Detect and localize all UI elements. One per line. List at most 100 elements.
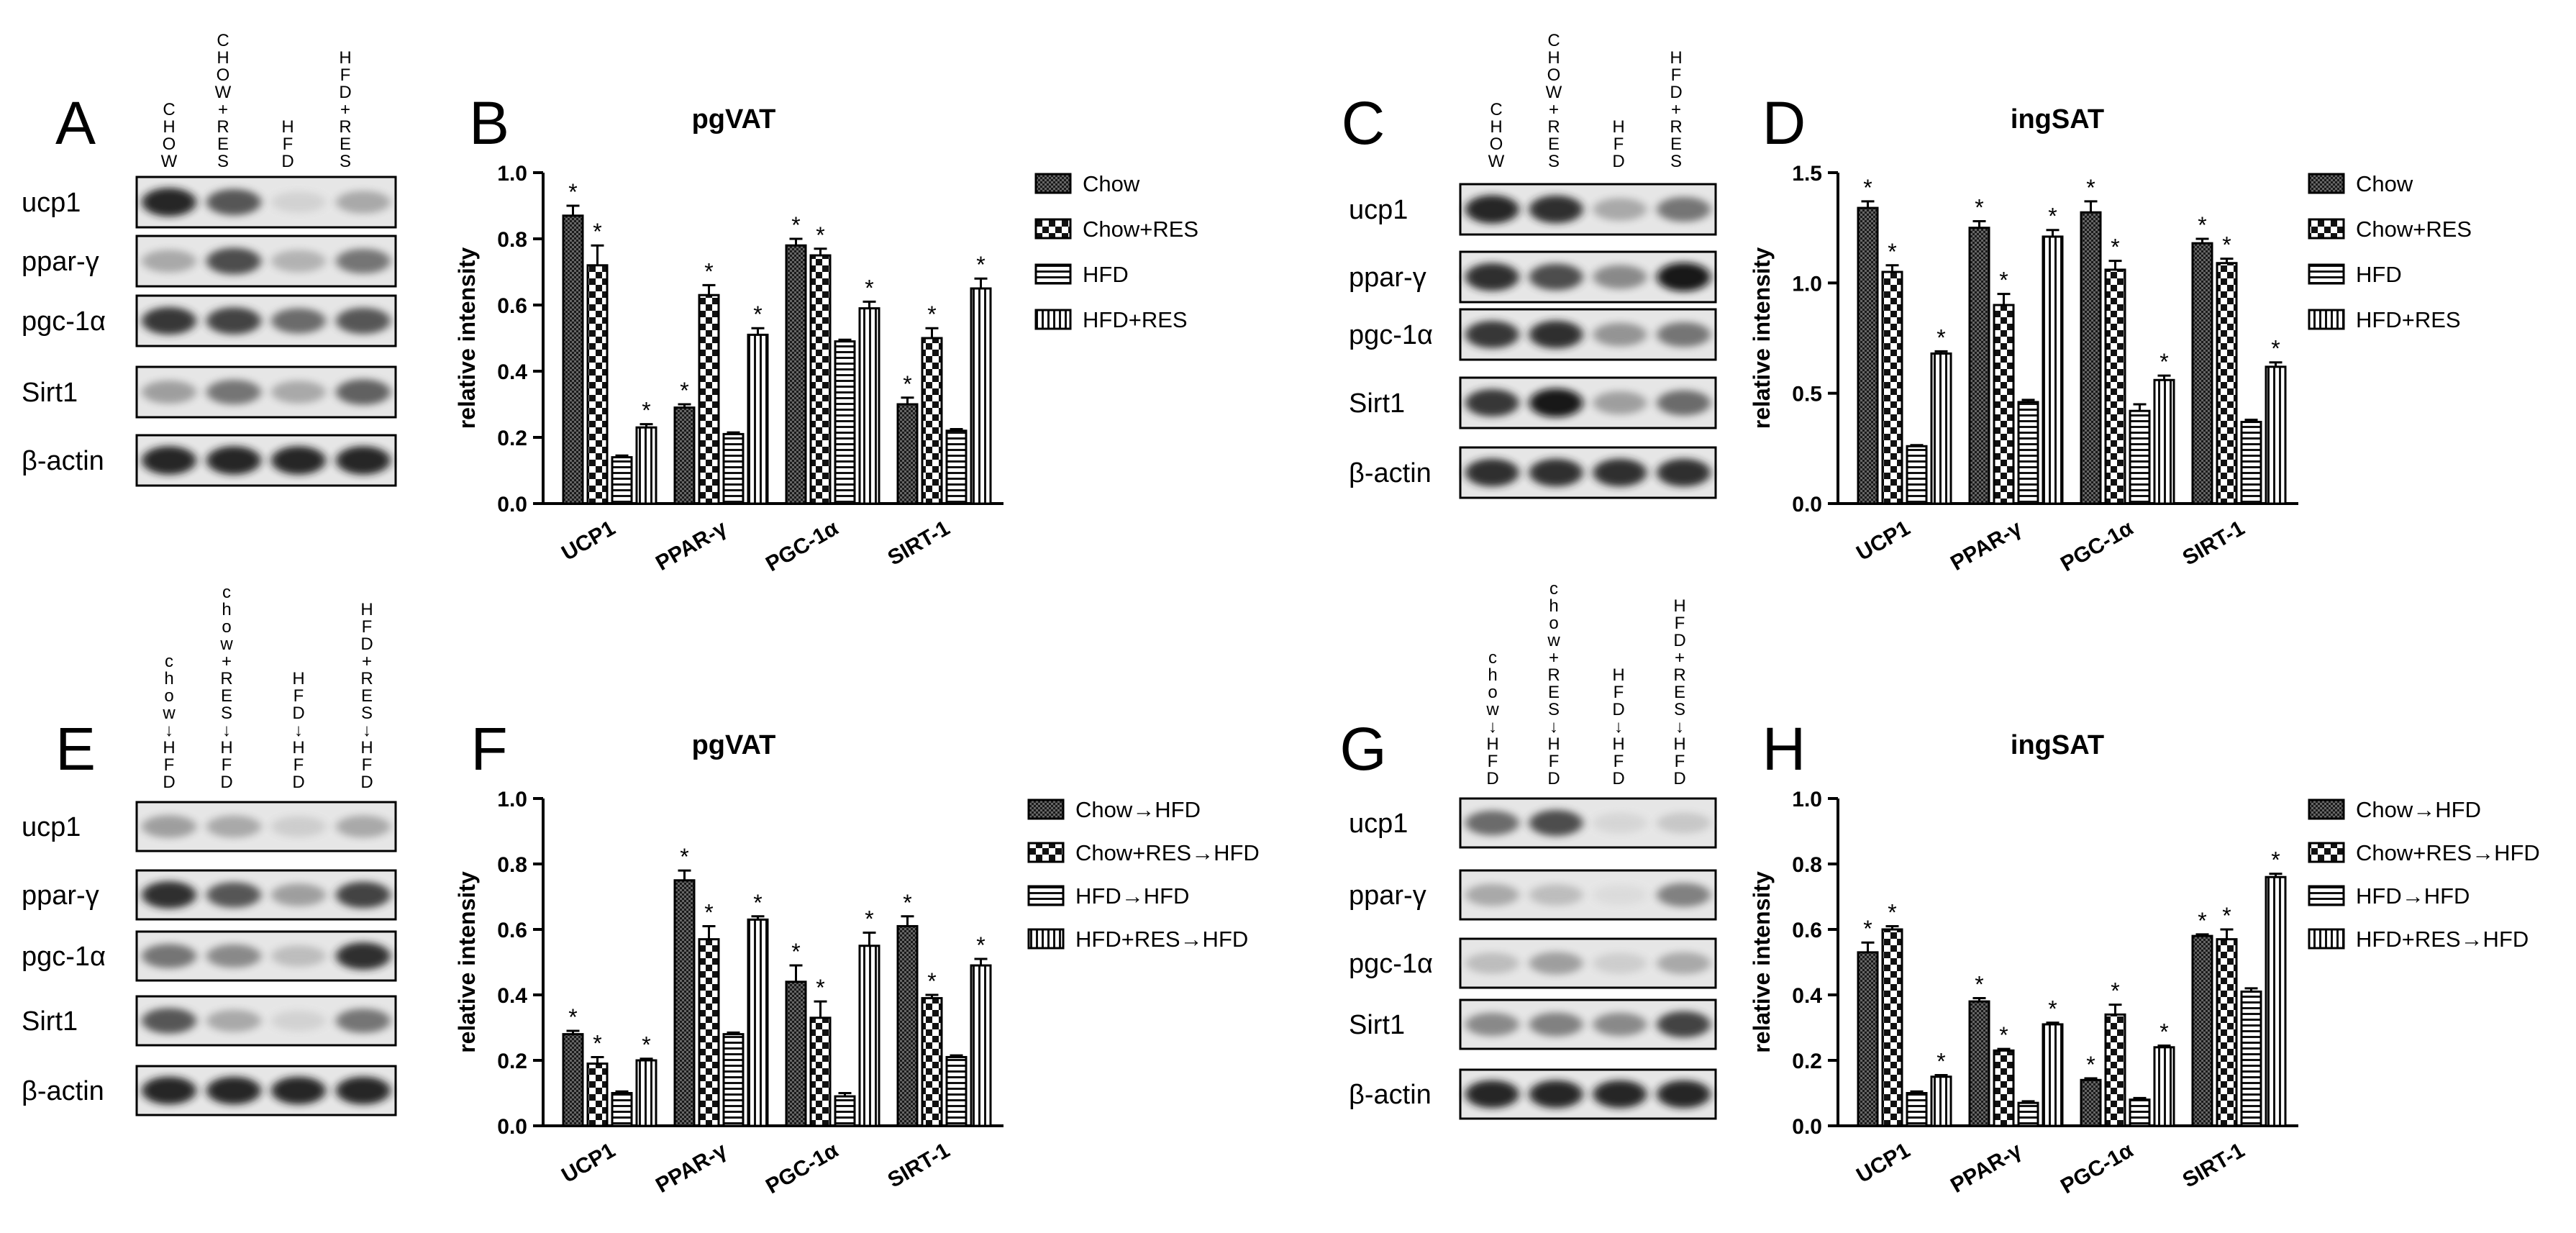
x-tick-label: UCP1: [1852, 516, 1914, 565]
blot-band: [1657, 458, 1711, 487]
blot-band: [1529, 884, 1583, 906]
lane-char: +: [340, 100, 350, 119]
legend-swatch: [2308, 309, 2345, 330]
significance-mark: *: [568, 1004, 577, 1030]
blot-row: pgc-1α: [22, 930, 397, 982]
lane-label: HFD↓HFD: [292, 669, 304, 792]
bar: [834, 340, 856, 505]
bar: [785, 244, 807, 505]
lane-char: w: [1485, 700, 1499, 719]
blot-band: [1593, 885, 1647, 905]
lane-char: o: [1549, 614, 1558, 633]
lane-char: D: [360, 773, 373, 792]
blot-row: β-actin: [1349, 446, 1717, 499]
lane-char: S: [1548, 152, 1560, 171]
bar: [2104, 268, 2126, 505]
legend-item: Chow+RES→HFD: [1027, 840, 1260, 865]
lane-char: +: [1549, 648, 1559, 668]
lane-char: ↓: [222, 721, 231, 740]
protein-label: β-actin: [1349, 458, 1432, 488]
significance-mark: *: [791, 212, 800, 238]
lane-char: D: [292, 773, 304, 792]
lane-char: F: [1614, 752, 1624, 771]
protein-label: pgc-1α: [22, 942, 106, 972]
bar: [945, 1055, 968, 1127]
x-tick-label: SIRT-1: [2179, 1138, 2249, 1192]
blot-band: [142, 250, 196, 273]
lane-label: HFD+RES: [339, 48, 351, 171]
bar: [858, 307, 880, 505]
bar: [2153, 1046, 2175, 1127]
blot-band: [206, 446, 261, 475]
blot-band: [1657, 263, 1711, 291]
bar: [722, 432, 745, 505]
blot-band: [1593, 458, 1647, 487]
lane-char: F: [1675, 614, 1685, 633]
panel-label: G: [1339, 715, 1386, 783]
blot-band: [1657, 812, 1711, 834]
blot-band: [1529, 1012, 1583, 1037]
bar: [673, 406, 696, 505]
significance-mark: *: [2222, 232, 2231, 258]
y-tick-label: 0.6: [1792, 919, 1822, 942]
blot-band: [336, 191, 391, 214]
lane-char: H: [1670, 48, 1682, 68]
legend-swatch: [2308, 842, 2345, 863]
lane-char: C: [217, 31, 229, 50]
legend-item: HFD+RES: [1034, 307, 1188, 332]
blot-band: [206, 944, 261, 968]
blot-band: [1593, 322, 1647, 347]
lane-char: E: [340, 135, 351, 154]
lane-char: H: [163, 117, 175, 137]
lane-char: S: [361, 704, 373, 723]
blot-band: [271, 191, 326, 213]
significance-mark: *: [568, 179, 577, 205]
lane-char: D: [1670, 83, 1682, 102]
lane-char: +: [362, 652, 372, 671]
bar: [1930, 352, 1952, 505]
blot-row: pgc-1α: [22, 294, 397, 347]
lane-char: S: [1548, 700, 1560, 719]
panel-label: B: [469, 89, 509, 157]
blot-band: [206, 379, 261, 405]
bar: [2042, 235, 2064, 505]
x-tick-label: UCP1: [557, 1138, 619, 1188]
bar: [2042, 1023, 2064, 1127]
protein-label: ucp1: [22, 188, 81, 218]
y-tick-label: 0.2: [497, 427, 527, 450]
blot-band: [142, 446, 196, 475]
lane-char: D: [1547, 769, 1560, 788]
panel-label: C: [1342, 89, 1385, 157]
y-axis-label: relative intensity: [1749, 247, 1775, 429]
lane-char: R: [1670, 117, 1682, 137]
significance-mark: *: [680, 378, 688, 404]
y-tick-label: 0.2: [1792, 1050, 1822, 1073]
blot-panel-c: C CHOWCHOW+RESHFDHFD+RESucp1ppar-γpgc-1αS…: [1342, 31, 1717, 499]
x-tick-label: PGC-1α: [762, 516, 842, 576]
legend: Chow Chow+RES HFD HFD+RES: [1034, 171, 1198, 332]
lane-char: C: [163, 100, 175, 119]
lane-char: E: [221, 686, 232, 706]
protein-label: ppar-γ: [1349, 881, 1426, 911]
bar: [2080, 1078, 2102, 1127]
lane-char: O: [1490, 135, 1503, 154]
significance-mark: *: [816, 222, 824, 248]
lane-char: F: [362, 755, 373, 775]
significance-mark: *: [1936, 324, 1945, 350]
blot-band: [1465, 195, 1519, 224]
blot-band: [336, 379, 391, 405]
legend-swatch: [1027, 885, 1065, 906]
significance-mark: *: [1975, 194, 1983, 220]
legend-swatch: [2308, 173, 2345, 194]
y-axis-label: relative intensity: [1749, 871, 1775, 1053]
blot-panel-e: Echow↓HFDchow+RES↓HFDHFD↓HFDHFD+RES↓HFDu…: [22, 583, 397, 1116]
significance-mark: *: [927, 968, 936, 994]
significance-mark: *: [976, 932, 985, 958]
blot-band: [1593, 198, 1647, 221]
legend-item: Chow+RES: [1034, 217, 1198, 242]
protein-label: pgc-1α: [1349, 320, 1433, 350]
lane-char: H: [1612, 117, 1624, 137]
significance-mark: *: [2198, 212, 2206, 238]
